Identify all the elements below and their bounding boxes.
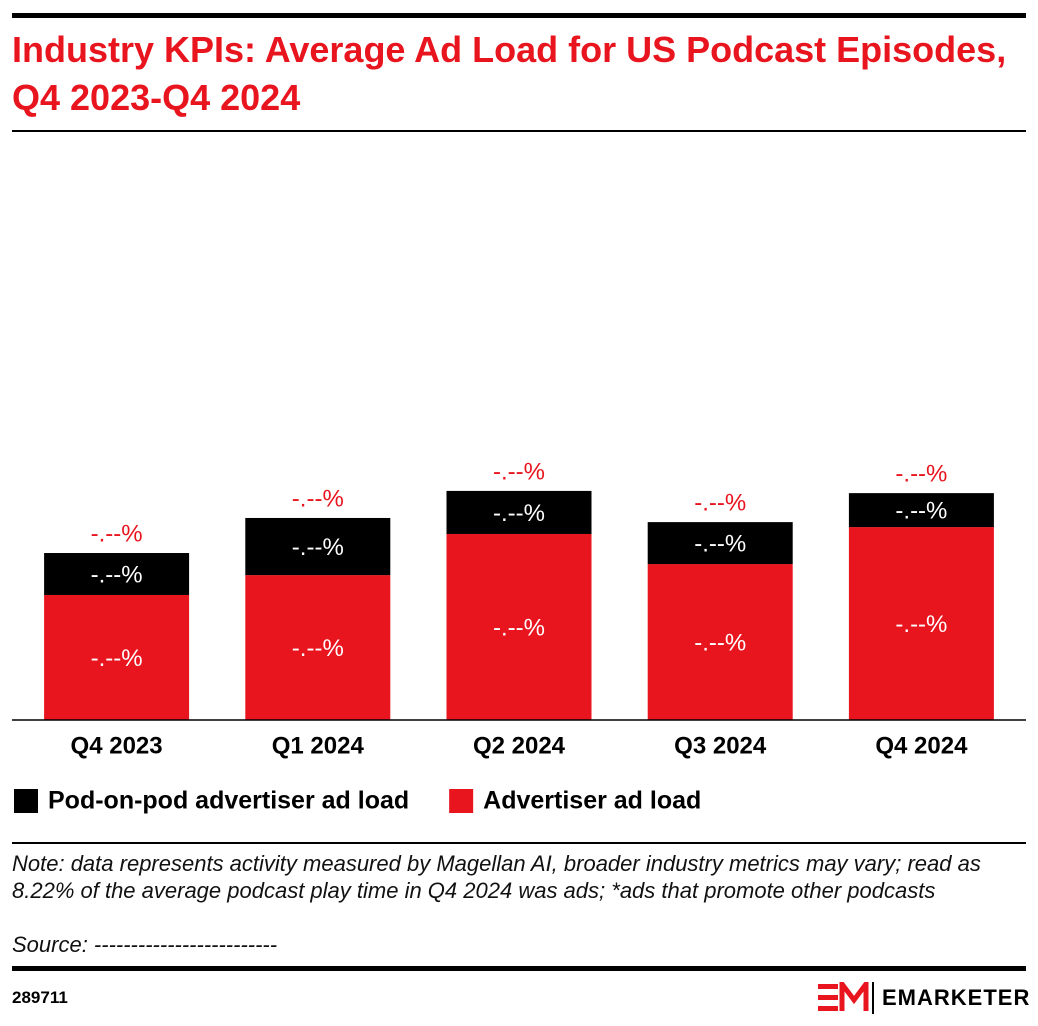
total-label: -.--% [895,460,947,487]
total-label: -.--% [292,485,344,512]
bottom-rule [12,966,1026,971]
value-label: -.--% [895,497,947,524]
value-label: -.--% [292,534,344,561]
bar-segment [446,533,592,720]
chart-title: Industry KPIs: Average Ad Load for US Po… [12,29,1007,118]
brand-name: EMARKETER [882,985,1031,1010]
value-label: -.--% [91,645,143,672]
x-tick-label: Q2 2024 [473,732,566,759]
bar-segment [848,493,994,528]
chart: -.--% -.--% -.--% Q4 2023 -.--% -.--% -.--% Q1 … [12,458,1026,815]
note-rule [12,842,1026,844]
total-label: -.--% [493,458,545,485]
value-label: -.--% [895,611,947,638]
bar-segment [44,594,190,720]
value-label: -.--% [694,629,746,656]
value-label: -.--% [493,614,545,641]
x-tick-label: Q4 2023 [71,732,163,759]
bar-segment [848,527,994,720]
value-label: -.--% [91,561,143,588]
legend-swatch [449,789,474,813]
x-tick-label: Q4 2024 [875,732,968,759]
bar-segment [647,522,793,565]
legend-swatch [14,789,38,813]
legend-label: Pod-on-pod advertiser ad load [48,787,409,815]
value-label: -.--% [493,500,545,527]
bar-segment [245,517,391,576]
source: Source: ------------------------- [12,932,278,957]
value-label: -.--% [292,635,344,662]
x-tick-label: Q3 2024 [674,732,767,759]
total-label: -.--% [91,520,143,547]
bar-segment [245,575,391,720]
brand-logo [818,982,874,1014]
total-label: -.--% [694,489,746,516]
top-rule [12,13,1026,18]
bar-segment [44,553,190,595]
chart-id: 289711 [12,988,68,1007]
bar-segment [446,490,592,534]
legend-label: Advertiser ad load [483,787,701,815]
bar-segment [647,564,793,720]
x-tick-label: Q1 2024 [272,732,365,759]
value-label: -.--% [694,530,746,557]
title-rule [12,130,1026,132]
note: Note: data represents activity measured … [12,851,981,903]
